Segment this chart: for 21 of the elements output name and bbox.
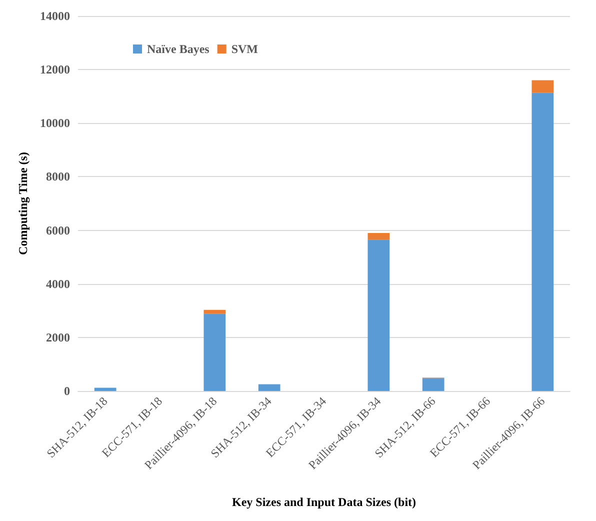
y-axis-title: Computing Time (s) <box>16 152 30 255</box>
y-tick-label: 4000 <box>46 276 70 291</box>
y-tick-label: 0 <box>64 384 70 398</box>
bar <box>422 378 444 391</box>
bar <box>94 388 116 391</box>
y-tick-label: 10000 <box>40 116 70 130</box>
bar <box>532 92 554 391</box>
bar <box>368 240 390 391</box>
bar <box>258 384 280 391</box>
y-tick-label: 14000 <box>40 9 70 23</box>
y-tick-label: 12000 <box>40 62 70 77</box>
y-tick-label: 2000 <box>46 330 70 344</box>
bar <box>204 310 226 314</box>
y-tick-label: 8000 <box>46 170 70 184</box>
legend-label: SVM <box>231 42 258 56</box>
bar <box>368 232 390 240</box>
bar <box>532 80 554 93</box>
legend-label: Naïve Bayes <box>147 42 210 56</box>
x-axis-title: Key Sizes and Input Data Sizes (bit) <box>232 495 416 509</box>
y-tick-label: 6000 <box>46 223 70 238</box>
bar <box>204 314 226 391</box>
